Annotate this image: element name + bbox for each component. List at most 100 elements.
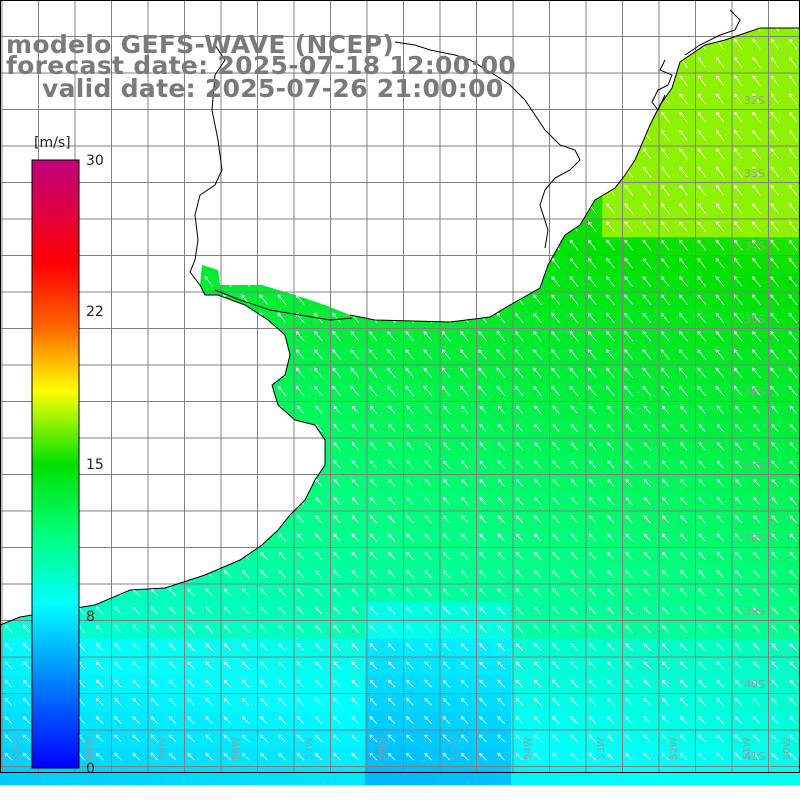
lon-label-54W: 54W [523,737,534,760]
lon-label-55W: 55W [450,737,461,760]
wind-arrow-icon [406,478,414,487]
wind-arrow-icon [388,478,396,487]
wind-arrow-icon [424,533,432,542]
wind-arrow-icon [770,93,779,105]
wind-arrow-icon [697,75,706,87]
wind-arrow-icon [369,496,378,506]
wind-arrow-icon [751,349,761,360]
wind-cell [401,766,421,786]
wind-arrow-icon [607,423,615,433]
wind-cell [784,730,800,749]
wind-arrow-icon [441,330,451,342]
wind-arrow-icon [424,460,432,469]
wind-arrow-icon [533,294,542,306]
wind-arrow-icon [514,330,524,342]
wind-arrow-icon [588,442,597,451]
wind-arrow-icon [642,294,652,306]
wind-arrow-icon [369,478,378,487]
wind-arrow-icon [679,294,688,306]
lon-label-50W: 50W [782,737,793,760]
wind-arrow-icon [424,423,432,433]
wind-arrow-icon [661,184,670,196]
wind-cell [784,602,800,622]
wind-cell [784,511,800,530]
wind-arrow-icon [424,478,432,487]
wind-arrow-icon [715,184,725,196]
wind-arrow-icon [789,533,797,542]
wind-arrow-icon [660,239,670,251]
wind-arrow-icon [514,312,524,324]
wind-arrow-icon [679,129,688,141]
wind-cell [711,766,731,786]
wind-cell [784,28,800,38]
wind-arrow-icon [552,423,560,433]
wind-arrow-icon [680,496,688,506]
wind-arrow-icon [461,515,469,524]
wind-arrow-icon [607,533,615,542]
wind-arrow-icon [643,533,651,542]
wind-cell [784,164,800,184]
wind-arrow-icon [788,330,798,342]
wind-arrow-icon [770,239,780,251]
wind-arrow-icon [734,515,743,524]
wind-arrow-icon [570,551,578,560]
wind-arrow-icon [625,533,633,542]
wind-cell [784,109,800,129]
wind-arrow-icon [368,330,378,342]
wind-arrow-icon [424,496,432,506]
wind-arrow-icon [715,111,725,123]
wind-cell [328,766,348,786]
wind-arrow-icon [770,276,780,287]
wind-cell [219,766,238,786]
wind-arrow-icon [770,294,780,306]
wind-arrow-icon [789,405,797,414]
wind-arrow-icon [569,294,579,306]
wind-arrow-icon [461,423,469,433]
wind-cell [127,766,147,786]
wind-arrow-icon [698,405,706,414]
wind-arrow-icon [716,405,724,414]
wind-arrow-icon [752,111,761,123]
wind-arrow-icon [733,276,743,287]
wind-arrow-icon [570,496,578,506]
wind-cell [784,346,800,366]
wind-arrow-icon [715,166,725,178]
wind-arrow-icon [423,330,433,342]
wind-arrow-icon [770,129,780,141]
wind-arrow-icon [479,442,487,451]
wind-arrow-icon [424,405,432,414]
wind-arrow-icon [405,349,415,360]
wind-arrow-icon [697,166,707,178]
wind-arrow-icon [441,385,451,397]
wind-arrow-icon [752,294,761,306]
wind-arrow-icon [497,533,505,542]
wind-arrow-icon [715,312,725,324]
wind-arrow-icon [624,349,634,360]
lat-label-37S: 37S [744,459,765,472]
wind-cell [784,456,800,476]
wind-arrow-icon [588,515,597,524]
wind-arrow-icon [642,148,652,160]
wind-arrow-icon [295,367,305,379]
wind-arrow-icon [332,349,342,360]
wind-arrow-icon [313,349,323,360]
wind-arrow-icon [534,442,542,451]
wind-arrow-icon [588,221,597,233]
wind-arrow-icon [514,385,524,397]
wind-arrow-icon [388,551,396,560]
wind-arrow-icon [386,367,396,379]
wind-arrow-icon [406,423,414,433]
wind-arrow-icon [424,551,432,560]
wind-arrow-icon [734,184,743,196]
wind-arrow-icon [479,551,487,560]
wind-arrow-icon [533,330,542,342]
wind-arrow-icon [406,515,414,524]
wind-arrow-icon [697,184,707,196]
wind-arrow-icon [771,442,779,451]
wind-arrow-icon [406,533,414,542]
wind-arrow-icon [496,349,506,360]
wind-arrow-icon [680,423,688,433]
wind-arrow-icon [405,330,415,342]
wind-cell [784,365,800,384]
wind-cell [438,766,457,786]
